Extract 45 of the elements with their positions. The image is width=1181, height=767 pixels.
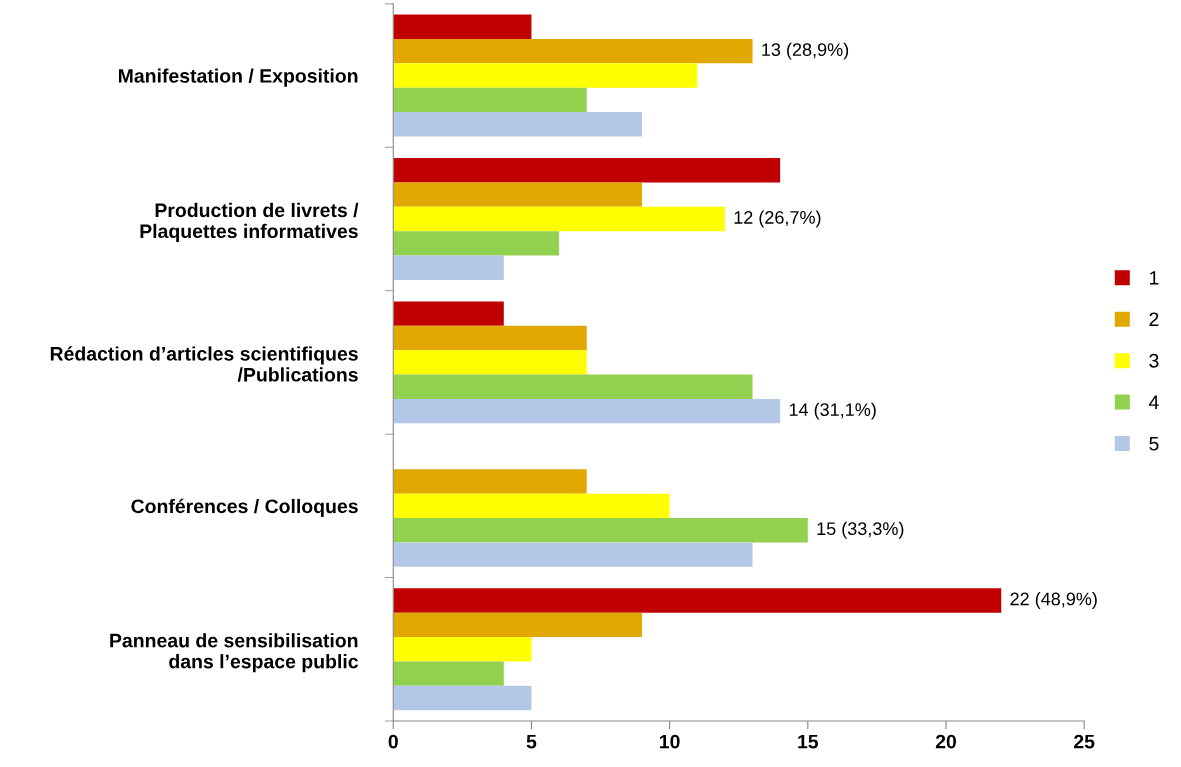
bar — [393, 493, 670, 519]
x-tick-label: 5 — [526, 734, 537, 749]
y-tick-label: Rédaction d’articles scientifiques /Publications — [50, 346, 358, 382]
data-label: 22 (48,9%) — [1010, 592, 1097, 609]
bar — [393, 685, 532, 711]
bar — [393, 301, 504, 326]
bar — [393, 112, 642, 137]
bar — [393, 63, 698, 88]
y-tick-label: Manifestation / Exposition — [118, 68, 358, 87]
x-tick-label: 20 — [935, 734, 956, 749]
bar — [393, 542, 753, 567]
legend-label: 4 — [1148, 395, 1159, 409]
bar — [393, 469, 587, 494]
data-label: 13 (28,9%) — [762, 42, 849, 60]
y-tick-label: Panneau de sensibilisation dans l’espace public — [110, 633, 358, 673]
legend-label: 3 — [1149, 353, 1159, 368]
bar — [393, 612, 642, 638]
bar — [393, 158, 781, 183]
legend-label: 5 — [1149, 436, 1159, 451]
bar — [393, 231, 560, 256]
legend-label: 2 — [1149, 312, 1159, 326]
bar — [393, 374, 753, 399]
x-tick-label: 25 — [1074, 734, 1095, 749]
bar — [393, 206, 725, 232]
y-tick-label: Conférences / Colloques — [131, 498, 358, 517]
data-label: 14 (31,1%) — [789, 402, 876, 420]
bar — [393, 325, 587, 351]
y-tick-label: Production de livrets / Plaquettes informatives — [140, 202, 359, 242]
data-label: 15 (33,3%) — [817, 521, 904, 539]
bar — [393, 255, 504, 280]
x-tick-label: 0 — [388, 734, 398, 749]
legend-label: 1 — [1150, 271, 1159, 285]
bar — [393, 518, 808, 543]
x-tick-label: 15 — [798, 734, 819, 749]
bar — [393, 637, 532, 662]
bar — [393, 398, 781, 424]
bar — [393, 350, 587, 375]
bar — [393, 87, 587, 113]
bar — [393, 14, 532, 39]
x-tick-label: 10 — [660, 734, 680, 749]
bar — [393, 182, 642, 207]
bar — [393, 661, 504, 686]
data-label: 12 (26,7%) — [734, 210, 821, 228]
bar — [393, 38, 753, 64]
bar — [393, 588, 1002, 613]
